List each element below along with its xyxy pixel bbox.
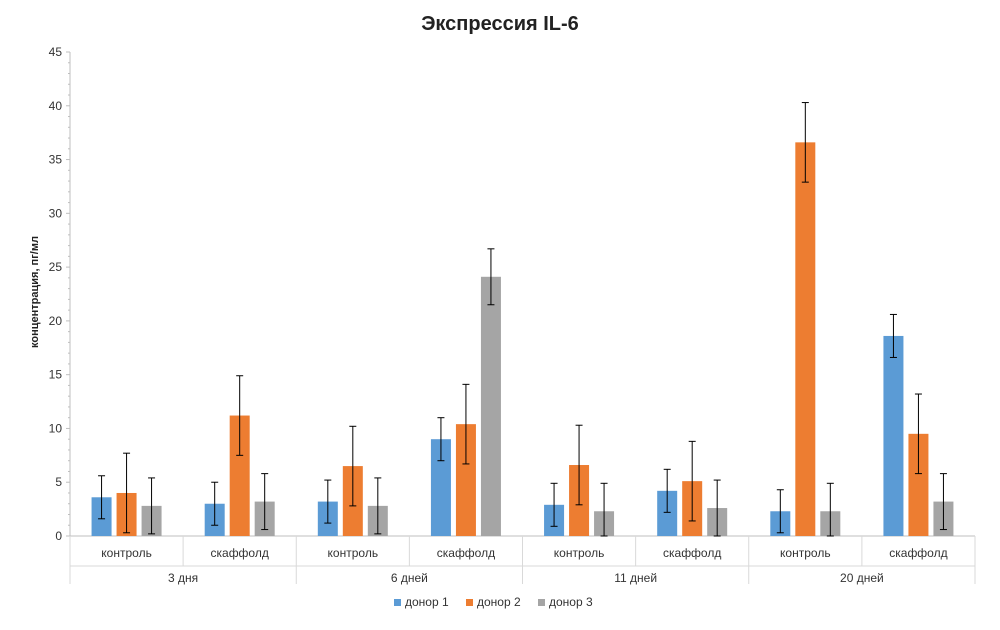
y-tick-label: 10 [49,421,63,435]
group-label: 20 дней [840,571,884,585]
legend-label: донор 1 [405,595,449,609]
bar [657,490,678,536]
bar [480,276,501,536]
bar [883,335,904,536]
y-tick-label: 0 [55,529,62,543]
legend-swatch [394,599,401,606]
y-tick-label: 30 [49,206,63,220]
group-label: 6 дней [391,571,428,585]
category-label: контроль [780,546,831,560]
plot-area: 0 5 10 15 20 25 30 35 40 45 контроль скаффолд 3 дня к… [49,45,976,585]
category-label: скаффолд [663,546,721,560]
bar [430,439,451,536]
bar [795,142,816,536]
category-label: скаффолд [889,546,947,560]
bar [229,415,250,536]
y-tick-label: 5 [55,475,62,489]
legend-label: донор 3 [549,595,593,609]
legend-label: донор 2 [477,595,521,609]
legend-swatch [538,599,545,606]
chart-title: Экспрессия IL-6 [421,13,579,35]
legend: донор 1 донор 2 донор 3 [394,595,593,609]
category-label: контроль [554,546,605,560]
y-tick-label: 45 [49,45,63,59]
group-label: 3 дня [168,571,198,585]
category-label: контроль [101,546,152,560]
y-tick-label: 40 [49,99,63,113]
y-tick-label: 15 [49,368,63,382]
bar [455,424,476,536]
group-label: 11 дней [614,571,657,585]
category-label: скаффолд [211,546,269,560]
category-label: скаффолд [437,546,495,560]
bar [908,433,929,536]
y-tick-label: 20 [49,314,63,328]
category-label: контроль [328,546,379,560]
y-tick-label: 35 [49,153,63,167]
y-axis-label: концентрация, пг/мл [29,236,41,348]
y-tick-label: 25 [49,260,63,274]
legend-swatch [466,599,473,606]
